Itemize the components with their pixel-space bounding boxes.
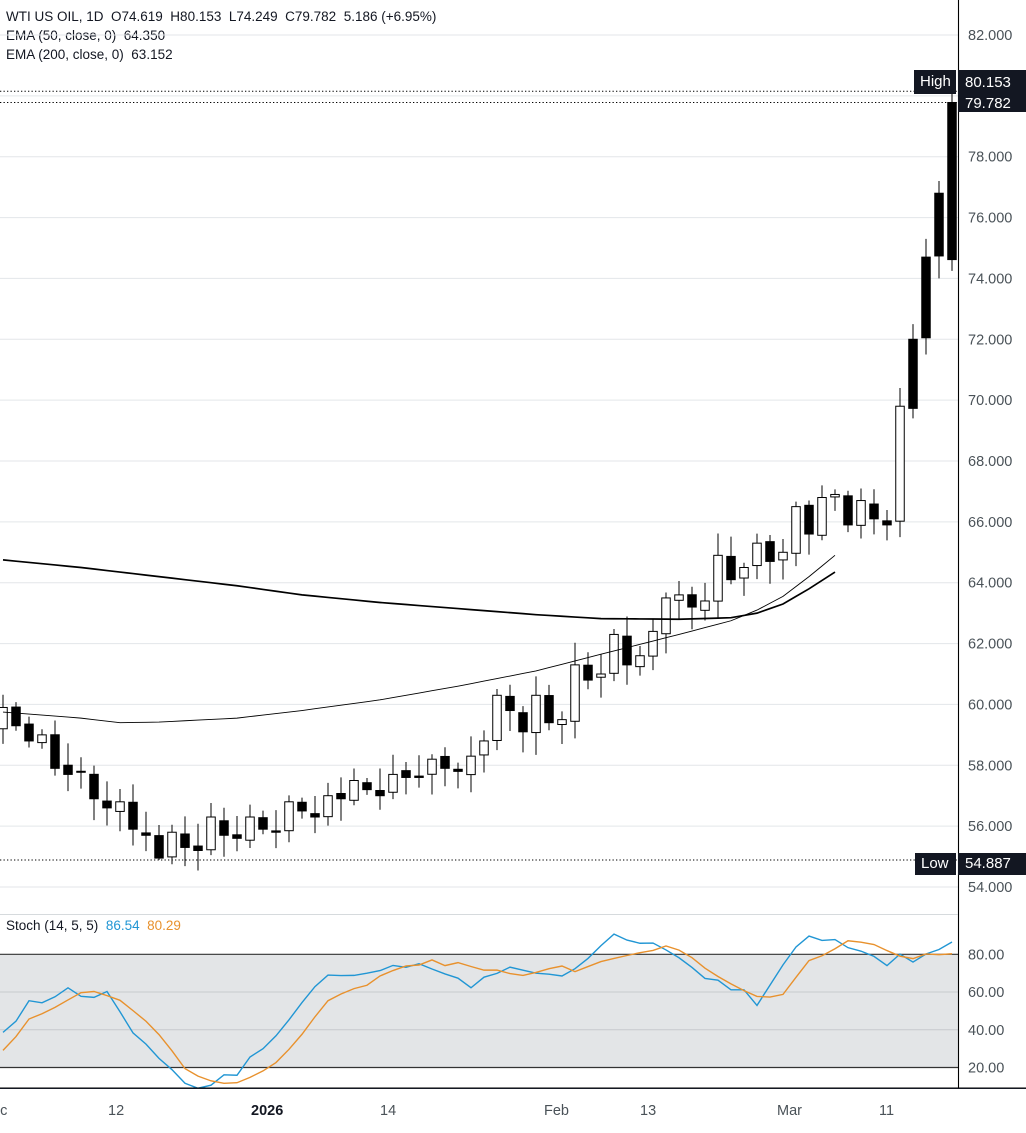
svg-text:72.000: 72.000 bbox=[968, 332, 1012, 348]
svg-text:40.00: 40.00 bbox=[968, 1023, 1004, 1039]
svg-text:56.000: 56.000 bbox=[968, 819, 1012, 835]
svg-text:68.000: 68.000 bbox=[968, 454, 1012, 470]
svg-text:80.00: 80.00 bbox=[968, 947, 1004, 963]
svg-text:58.000: 58.000 bbox=[968, 758, 1012, 774]
svg-text:60.00: 60.00 bbox=[968, 985, 1004, 1001]
svg-text:62.000: 62.000 bbox=[968, 637, 1012, 653]
svg-text:66.000: 66.000 bbox=[968, 515, 1012, 531]
svg-text:20.00: 20.00 bbox=[968, 1061, 1004, 1077]
svg-text:54.000: 54.000 bbox=[968, 880, 1012, 896]
svg-text:74.000: 74.000 bbox=[968, 271, 1012, 287]
svg-text:78.000: 78.000 bbox=[968, 150, 1012, 166]
svg-text:60.000: 60.000 bbox=[968, 697, 1012, 713]
svg-text:82.000: 82.000 bbox=[968, 28, 1012, 44]
svg-text:70.000: 70.000 bbox=[968, 393, 1012, 409]
svg-text:76.000: 76.000 bbox=[968, 211, 1012, 227]
svg-text:64.000: 64.000 bbox=[968, 576, 1012, 592]
